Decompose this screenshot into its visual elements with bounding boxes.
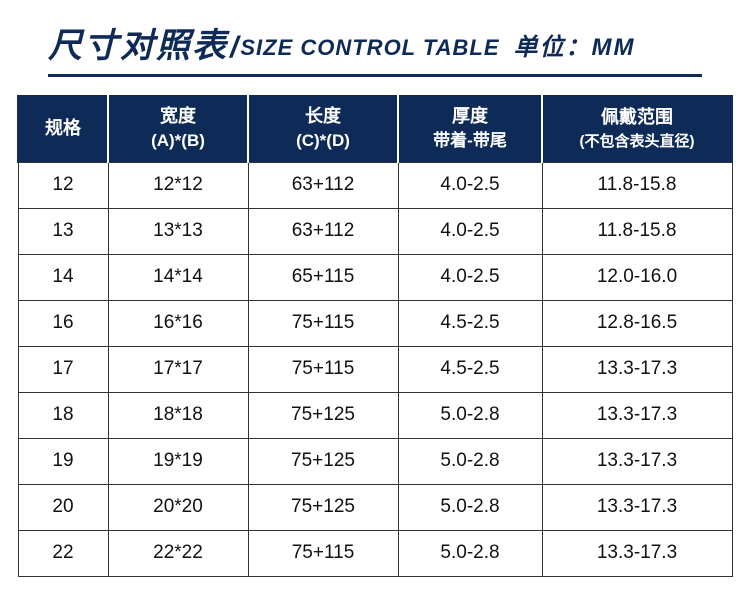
- col-thickness-l1: 厚度: [452, 106, 488, 126]
- col-thickness: 厚度 带着-带尾: [398, 95, 542, 162]
- table-cell: 5.0-2.8: [398, 484, 542, 530]
- title-unit: 单位：MM: [514, 34, 636, 61]
- table-cell: 22*22: [108, 530, 248, 576]
- table-cell: 12.0-16.0: [542, 254, 732, 300]
- table-cell: 4.5-2.5: [398, 300, 542, 346]
- table-cell: 12*12: [108, 162, 248, 208]
- table-cell: 13.3-17.3: [542, 530, 732, 576]
- table-cell: 65+115: [248, 254, 398, 300]
- title-block: 尺寸对照表/SIZE CONTROL TABLE 单位：MM: [0, 0, 750, 71]
- table-cell: 5.0-2.8: [398, 438, 542, 484]
- col-length: 长度 (C)*(D): [248, 95, 398, 162]
- table-cell: 13*13: [108, 208, 248, 254]
- table-cell: 19: [18, 438, 108, 484]
- col-range-l2: (不包含表头直径): [547, 131, 727, 153]
- col-spec-l1: 规格: [45, 118, 81, 138]
- title-cn: 尺寸对照表: [48, 27, 228, 65]
- title-slash: /: [230, 31, 238, 64]
- table-cell: 13: [18, 208, 108, 254]
- table-cell: 63+112: [248, 208, 398, 254]
- table-cell: 75+125: [248, 392, 398, 438]
- table-cell: 18*18: [108, 392, 248, 438]
- table-row: 1717*1775+1154.5-2.513.3-17.3: [18, 346, 732, 392]
- table-cell: 13.3-17.3: [542, 484, 732, 530]
- table-cell: 16: [18, 300, 108, 346]
- table-cell: 19*19: [108, 438, 248, 484]
- table-cell: 75+125: [248, 484, 398, 530]
- col-range: 佩戴范围 (不包含表头直径): [542, 95, 732, 162]
- col-length-l1: 长度: [305, 106, 341, 126]
- table-cell: 17: [18, 346, 108, 392]
- table-cell: 13.3-17.3: [542, 392, 732, 438]
- table-header: 规格 宽度 (A)*(B) 长度 (C)*(D) 厚度 带着-带尾 佩戴范围 (…: [18, 95, 732, 162]
- table-cell: 75+125: [248, 438, 398, 484]
- table-cell: 14*14: [108, 254, 248, 300]
- table-cell: 5.0-2.8: [398, 392, 542, 438]
- table-cell: 12.8-16.5: [542, 300, 732, 346]
- table-body: 1212*1263+1124.0-2.511.8-15.81313*1363+1…: [18, 162, 732, 576]
- table-cell: 4.5-2.5: [398, 346, 542, 392]
- table-row: 1818*1875+1255.0-2.813.3-17.3: [18, 392, 732, 438]
- col-thickness-l2: 带着-带尾: [403, 129, 537, 154]
- table-row: 2020*2075+1255.0-2.813.3-17.3: [18, 484, 732, 530]
- table-cell: 22: [18, 530, 108, 576]
- col-length-l2: (C)*(D): [253, 129, 393, 154]
- table-row: 1212*1263+1124.0-2.511.8-15.8: [18, 162, 732, 208]
- table-row: 1313*1363+1124.0-2.511.8-15.8: [18, 208, 732, 254]
- table-cell: 11.8-15.8: [542, 208, 732, 254]
- table-row: 2222*2275+1155.0-2.813.3-17.3: [18, 530, 732, 576]
- table-cell: 75+115: [248, 300, 398, 346]
- table-cell: 17*17: [108, 346, 248, 392]
- table-row: 1919*1975+1255.0-2.813.3-17.3: [18, 438, 732, 484]
- table-cell: 75+115: [248, 346, 398, 392]
- table-cell: 11.8-15.8: [542, 162, 732, 208]
- table-cell: 20: [18, 484, 108, 530]
- title-underline: [48, 74, 702, 77]
- table-cell: 75+115: [248, 530, 398, 576]
- table-cell: 13.3-17.3: [542, 438, 732, 484]
- col-range-l1: 佩戴范围: [601, 107, 673, 127]
- col-spec: 规格: [18, 95, 108, 162]
- table-cell: 14: [18, 254, 108, 300]
- table-cell: 4.0-2.5: [398, 208, 542, 254]
- table-cell: 13.3-17.3: [542, 346, 732, 392]
- table-row: 1414*1465+1154.0-2.512.0-16.0: [18, 254, 732, 300]
- table-row: 1616*1675+1154.5-2.512.8-16.5: [18, 300, 732, 346]
- col-width-l2: (A)*(B): [113, 129, 243, 154]
- table-cell: 18: [18, 392, 108, 438]
- table-cell: 20*20: [108, 484, 248, 530]
- title-en: SIZE CONTROL TABLE: [240, 35, 499, 60]
- table-cell: 4.0-2.5: [398, 162, 542, 208]
- table-cell: 4.0-2.5: [398, 254, 542, 300]
- table-cell: 12: [18, 162, 108, 208]
- col-width-l1: 宽度: [160, 106, 196, 126]
- table-cell: 16*16: [108, 300, 248, 346]
- table-cell: 63+112: [248, 162, 398, 208]
- col-width: 宽度 (A)*(B): [108, 95, 248, 162]
- size-table: 规格 宽度 (A)*(B) 长度 (C)*(D) 厚度 带着-带尾 佩戴范围 (…: [17, 95, 733, 577]
- table-cell: 5.0-2.8: [398, 530, 542, 576]
